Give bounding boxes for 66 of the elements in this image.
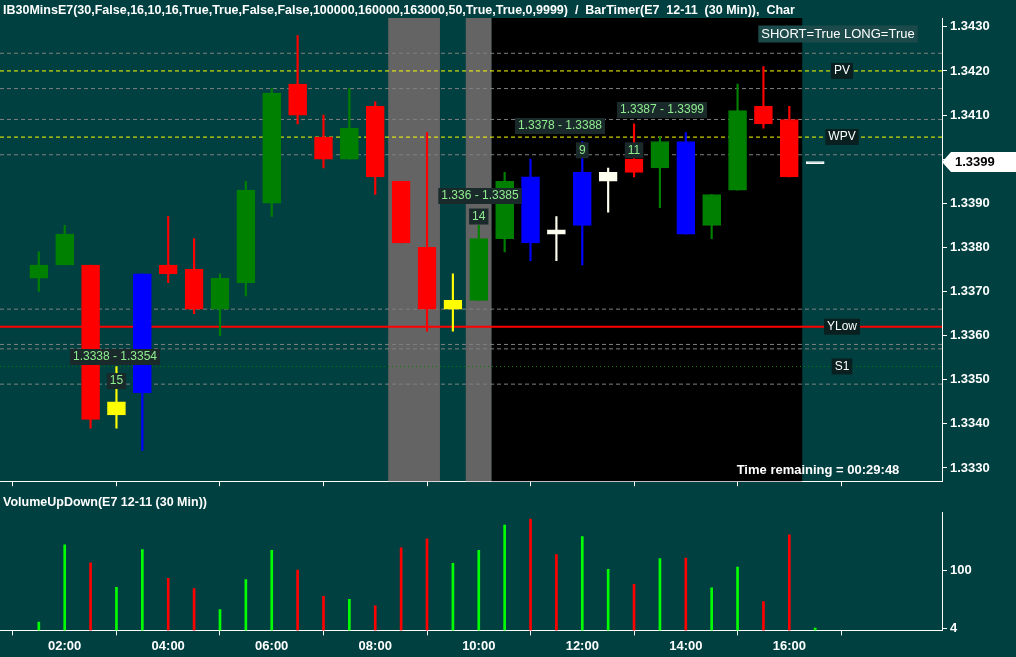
- y-tick-label: 1.3330: [950, 459, 990, 475]
- bar: [296, 569, 299, 631]
- y-tick-label: 100: [950, 562, 972, 578]
- annotation: 9: [578, 142, 586, 157]
- y-tick-label: 1.3410: [950, 106, 990, 122]
- bar: [555, 554, 558, 631]
- bar: [736, 566, 739, 631]
- bar: [477, 549, 481, 631]
- bar: [503, 524, 506, 631]
- x-tick-label: 10:00: [462, 637, 496, 653]
- annotation: 1.3387 - 1.3399: [619, 102, 705, 117]
- annotation: 1.3378 - 1.3388: [517, 118, 603, 133]
- y-tick-label: 1.3340: [950, 415, 990, 431]
- candlestick: [779, 105, 799, 178]
- candlestick: [805, 161, 825, 164]
- candlestick: [676, 132, 696, 235]
- chart-title: IB30MinsE7(30,False,16,10,16,True,True,False,False,100000,160000,163000,50,True,True,0,9999) / BarTimer(E7 12-11 (30 Min)), Char: [3, 3, 796, 18]
- candlestick: [598, 167, 618, 213]
- x-tick-label: 04:00: [151, 637, 185, 653]
- x-tick-label: 16:00: [772, 637, 806, 653]
- annotation: 14: [472, 208, 486, 223]
- annotation: 1.3338 - 1.3354: [72, 349, 158, 364]
- y-tick-label: 1.3360: [950, 327, 990, 343]
- ref-line-label: YLow: [826, 319, 858, 334]
- annotation: Time remaining = 00:29:48: [736, 461, 900, 477]
- bar: [63, 544, 67, 631]
- bar: [684, 557, 688, 631]
- ref-line-label: S1: [834, 358, 850, 373]
- ref-line-label: PV: [833, 63, 851, 78]
- bar: [37, 621, 41, 631]
- bar: [89, 562, 92, 631]
- bar: [270, 549, 274, 631]
- annotation: 15: [109, 373, 124, 388]
- y-tick-label: 1.3430: [950, 18, 990, 34]
- x-tick-label: 06:00: [255, 637, 289, 653]
- bar: [710, 587, 714, 631]
- bar: [348, 598, 351, 631]
- bar: [529, 518, 532, 631]
- x-tick-label: 12:00: [565, 637, 599, 653]
- y-tick-label: 1.3390: [950, 194, 990, 210]
- y-tick-label: 1.3370: [950, 283, 990, 299]
- bar: [115, 587, 118, 631]
- bar: [166, 578, 170, 631]
- bar: [322, 595, 325, 631]
- bar: [373, 605, 377, 631]
- x-tick-label: 02:00: [48, 637, 82, 653]
- y-tick-label: 1.3420: [950, 62, 990, 78]
- bar: [787, 534, 791, 631]
- ref-line-label: WPV: [828, 129, 856, 144]
- candlestick: [469, 225, 489, 301]
- y-tick-label: 1.3350: [950, 371, 990, 387]
- candlestick: [262, 88, 282, 217]
- candlestick: [365, 101, 385, 195]
- text: 1.3399: [955, 153, 995, 169]
- bar: [580, 536, 584, 631]
- annotation: 1.336 - 1.3385: [441, 188, 520, 203]
- chart-title: VolumeUpDown(E7 12-11 (30 Min)): [3, 495, 207, 510]
- annotation: 11: [627, 142, 641, 157]
- candlestick: [702, 194, 722, 239]
- x-tick-label: 14:00: [669, 637, 703, 653]
- y-tick-label: 1.3380: [950, 238, 990, 254]
- bar: [141, 549, 144, 631]
- y-tick-label: 4: [950, 619, 958, 635]
- x-tick-label: 08:00: [358, 637, 392, 653]
- annotation: SHORT=True LONG=True: [761, 25, 915, 41]
- bar: [762, 601, 765, 631]
